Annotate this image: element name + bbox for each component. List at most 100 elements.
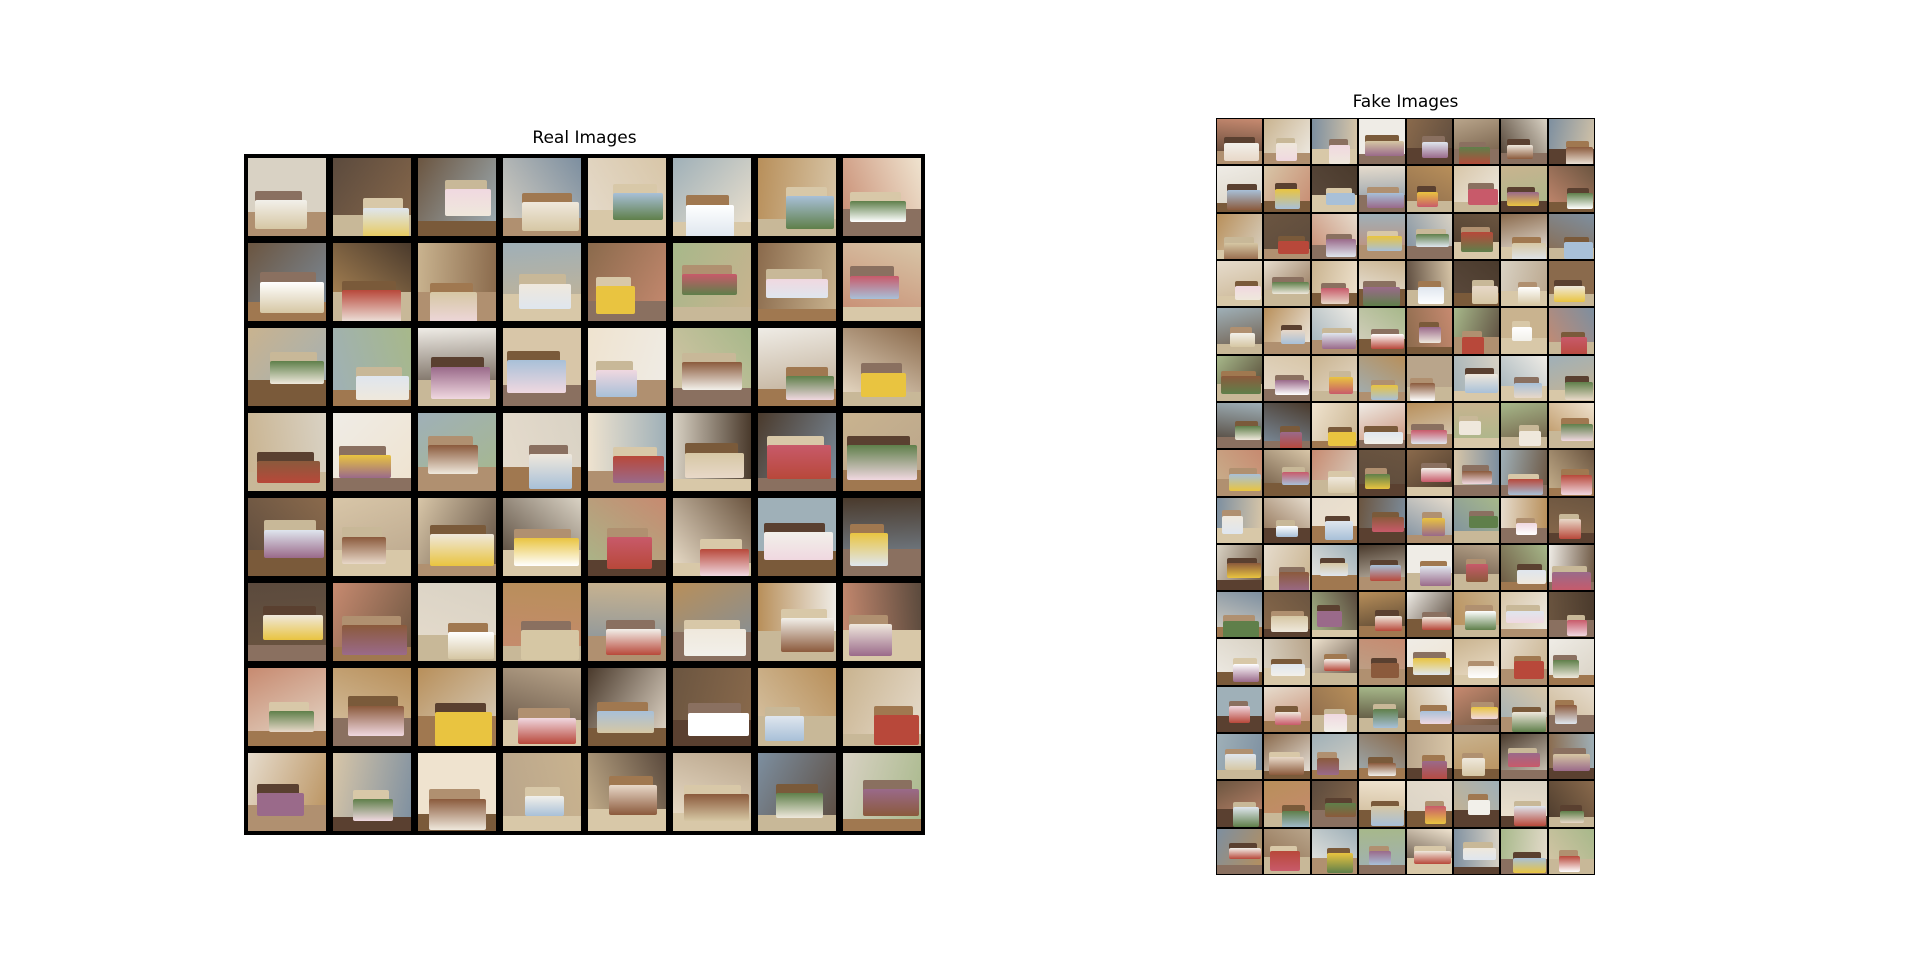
- fake-image-tile: [1406, 402, 1452, 449]
- fake-image-tile: [1501, 166, 1547, 212]
- fake-image-tile: [1501, 592, 1547, 638]
- fake-image-tile: [1311, 213, 1358, 259]
- fake-image-tile: [1359, 119, 1405, 165]
- fake-image-tile: [1548, 686, 1594, 733]
- real-image-tile: [248, 753, 326, 831]
- fake-image-tile: [1501, 686, 1547, 733]
- fake-image-tile: [1217, 402, 1263, 449]
- fake-image-tile: [1359, 544, 1405, 591]
- real-image-tile: [588, 753, 666, 831]
- real-image-tile: [588, 413, 666, 491]
- fake-image-tile: [1359, 355, 1405, 401]
- fake-image-tile: [1406, 544, 1452, 591]
- fake-image-tile: [1548, 781, 1594, 827]
- real-image-tile: [333, 498, 411, 576]
- real-image-tile: [248, 243, 326, 321]
- fake-image-tile: [1453, 639, 1500, 685]
- fake-image-tile: [1453, 402, 1500, 449]
- real-image-tile: [758, 498, 836, 576]
- fake-image-tile: [1501, 544, 1547, 591]
- fake-image-tile: [1406, 166, 1452, 212]
- real-image-tile: [843, 668, 921, 746]
- fake-image-tile: [1311, 450, 1358, 496]
- real-image-tile: [843, 753, 921, 831]
- fake-image-tile: [1501, 308, 1547, 354]
- fake-image-tile: [1359, 166, 1405, 212]
- fake-image-tile: [1453, 592, 1500, 638]
- fake-image-tile: [1311, 639, 1358, 685]
- fake-image-tile: [1501, 450, 1547, 496]
- fake-image-tile: [1217, 781, 1263, 827]
- fake-image-tile: [1264, 402, 1310, 449]
- real-image-tile: [758, 328, 836, 406]
- real-image-tile: [758, 158, 836, 236]
- fake-image-tile: [1217, 497, 1263, 543]
- real-image-tile: [503, 158, 581, 236]
- fake-image-tile: [1453, 686, 1500, 733]
- fake-image-tile: [1453, 308, 1500, 354]
- fake-image-tile: [1406, 355, 1452, 401]
- fake-image-tile: [1548, 308, 1594, 354]
- fake-image-tile: [1548, 639, 1594, 685]
- fake-image-tile: [1453, 450, 1500, 496]
- fake-image-tile: [1548, 119, 1594, 165]
- fake-image-tile: [1311, 355, 1358, 401]
- fake-image-tile: [1406, 308, 1452, 354]
- fake-image-tile: [1359, 402, 1405, 449]
- fake-image-tile: [1359, 450, 1405, 496]
- fake-image-tile: [1406, 781, 1452, 827]
- fake-image-tile: [1453, 828, 1500, 874]
- fake-image-tile: [1311, 592, 1358, 638]
- fake-image-tile: [1311, 781, 1358, 827]
- fake-image-tile: [1406, 213, 1452, 259]
- fake-image-tile: [1359, 260, 1405, 307]
- fake-image-tile: [1548, 734, 1594, 780]
- fake-image-tile: [1359, 497, 1405, 543]
- real-image-tile: [333, 243, 411, 321]
- fake-image-tile: [1548, 497, 1594, 543]
- fake-image-tile: [1359, 781, 1405, 827]
- fake-image-tile: [1217, 544, 1263, 591]
- fake-image-tile: [1406, 450, 1452, 496]
- real-image-tile: [418, 243, 496, 321]
- real-image-tile: [673, 498, 751, 576]
- fake-image-tile: [1217, 686, 1263, 733]
- real-image-tile: [333, 583, 411, 661]
- fake-image-tile: [1217, 308, 1263, 354]
- real-image-tile: [673, 668, 751, 746]
- real-image-tile: [843, 583, 921, 661]
- real-image-tile: [418, 498, 496, 576]
- real-image-tile: [673, 328, 751, 406]
- fake-image-tile: [1501, 260, 1547, 307]
- real-image-tile: [758, 413, 836, 491]
- fake-image-tile: [1217, 213, 1263, 259]
- fake-image-tile: [1548, 260, 1594, 307]
- fake-image-tile: [1264, 828, 1310, 874]
- real-image-tile: [248, 328, 326, 406]
- fake-image-tile: [1548, 355, 1594, 401]
- real-images-grid: [244, 154, 925, 835]
- fake-image-tile: [1548, 544, 1594, 591]
- fake-image-tile: [1264, 213, 1310, 259]
- real-image-tile: [588, 158, 666, 236]
- real-image-tile: [843, 243, 921, 321]
- fake-image-tile: [1217, 592, 1263, 638]
- fake-image-tile: [1501, 828, 1547, 874]
- fake-image-tile: [1406, 639, 1452, 685]
- real-image-tile: [588, 328, 666, 406]
- fake-images-grid: [1216, 118, 1595, 875]
- fake-image-tile: [1501, 213, 1547, 259]
- fake-image-tile: [1264, 450, 1310, 496]
- fake-image-tile: [1548, 450, 1594, 496]
- fake-image-tile: [1359, 592, 1405, 638]
- fake-image-tile: [1453, 734, 1500, 780]
- real-image-tile: [673, 243, 751, 321]
- fake-image-tile: [1406, 497, 1452, 543]
- real-image-tile: [843, 413, 921, 491]
- fake-image-tile: [1217, 734, 1263, 780]
- real-image-tile: [588, 498, 666, 576]
- real-image-tile: [758, 753, 836, 831]
- fake-image-tile: [1501, 639, 1547, 685]
- real-image-tile: [248, 413, 326, 491]
- fake-image-tile: [1264, 119, 1310, 165]
